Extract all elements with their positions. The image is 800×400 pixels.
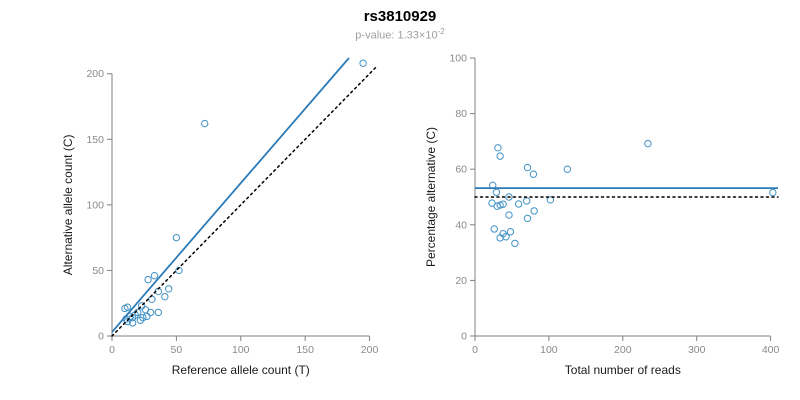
data-point — [511, 239, 519, 248]
data-point — [137, 302, 146, 310]
figure-subtitle: p-value: 1.33×10-2 — [0, 27, 800, 42]
x-tick-label: 50 — [171, 344, 183, 356]
data-point — [172, 233, 181, 242]
data-point — [506, 228, 515, 236]
data-point — [523, 214, 532, 223]
data-point — [530, 207, 538, 215]
data-point — [546, 196, 555, 204]
x-tick-label: 200 — [614, 344, 632, 356]
y-tick-label: 150 — [86, 134, 104, 146]
data-point — [150, 271, 159, 280]
data-point — [514, 200, 523, 208]
x-tick-label: 0 — [109, 344, 115, 356]
y-tick-label: 60 — [455, 164, 467, 176]
data-point — [563, 165, 572, 173]
y-axis: 0 20 40 60 80 100 Percentage alternative (C) — [424, 53, 476, 343]
y-tick-label: 20 — [455, 275, 467, 287]
p-value-text: p-value: 1.33×10 — [355, 29, 438, 42]
data-point — [490, 225, 498, 233]
y-tick-label: 80 — [455, 108, 467, 120]
data-point — [164, 285, 173, 293]
data-point — [123, 303, 132, 311]
data-point — [523, 163, 532, 172]
regression-line — [111, 57, 350, 333]
y-axis: 0 50 100 150 200 Alternative allele count (C) — [61, 68, 113, 343]
x-axis-title: Total number of reads — [565, 363, 681, 377]
figure-title: rs3810929 — [363, 8, 437, 25]
y-tick-label: 100 — [86, 199, 104, 211]
p-value-exponent: -2 — [437, 27, 445, 36]
reference-lines — [474, 187, 779, 198]
y-tick-label: 0 — [461, 331, 467, 343]
y-axis-title: Alternative allele count (C) — [61, 135, 75, 276]
data-point — [496, 152, 504, 160]
data-point — [143, 312, 151, 321]
data-point — [161, 292, 169, 301]
data-point — [136, 316, 145, 324]
x-axis: 0 50 100 150 200 Reference allele count (T) — [109, 335, 379, 377]
y-tick-label: 200 — [86, 68, 104, 80]
data-point — [502, 233, 510, 241]
data-point — [359, 59, 367, 67]
x-tick-label: 150 — [296, 344, 314, 356]
x-tick-label: 400 — [762, 344, 780, 356]
data-point — [201, 119, 209, 128]
data-point — [523, 197, 531, 205]
data-point — [144, 275, 152, 284]
data-point — [492, 188, 501, 196]
data-point — [529, 170, 538, 178]
y-tick-label: 50 — [92, 265, 104, 277]
x-axis: 0 100 200 300 400 Total number of reads — [472, 335, 780, 377]
data-point — [505, 211, 513, 219]
x-tick-label: 200 — [361, 344, 379, 356]
data-point — [494, 144, 502, 152]
data-point — [139, 313, 147, 322]
data-point — [141, 306, 150, 314]
x-tick-label: 300 — [688, 344, 706, 356]
data-point — [505, 193, 513, 201]
percentage-reads-scatter-chart: 0 100 200 300 400 Total number of reads 0 20 40 6… — [424, 53, 780, 378]
data-point — [128, 319, 137, 327]
y-tick-label: 0 — [98, 331, 104, 343]
data-points — [488, 139, 777, 248]
x-tick-label: 0 — [472, 344, 478, 356]
allele-count-scatter-chart: 0 50 100 150 200 Reference allele count (T) 0 5… — [61, 57, 379, 377]
data-point — [644, 139, 652, 148]
data-point — [499, 200, 507, 208]
x-tick-label: 100 — [540, 344, 558, 356]
data-point — [769, 188, 777, 197]
x-tick-label: 100 — [232, 344, 250, 356]
identity-line — [111, 66, 377, 337]
data-point — [154, 308, 163, 317]
y-tick-label: 100 — [449, 53, 467, 65]
data-point — [496, 201, 504, 209]
y-axis-title: Percentage alternative (C) — [424, 127, 438, 267]
data-point — [148, 295, 156, 303]
data-points — [121, 59, 367, 327]
data-point — [488, 199, 496, 207]
x-axis-title: Reference allele count (T) — [172, 363, 310, 377]
reference-lines — [111, 57, 377, 337]
y-tick-label: 40 — [455, 219, 467, 231]
